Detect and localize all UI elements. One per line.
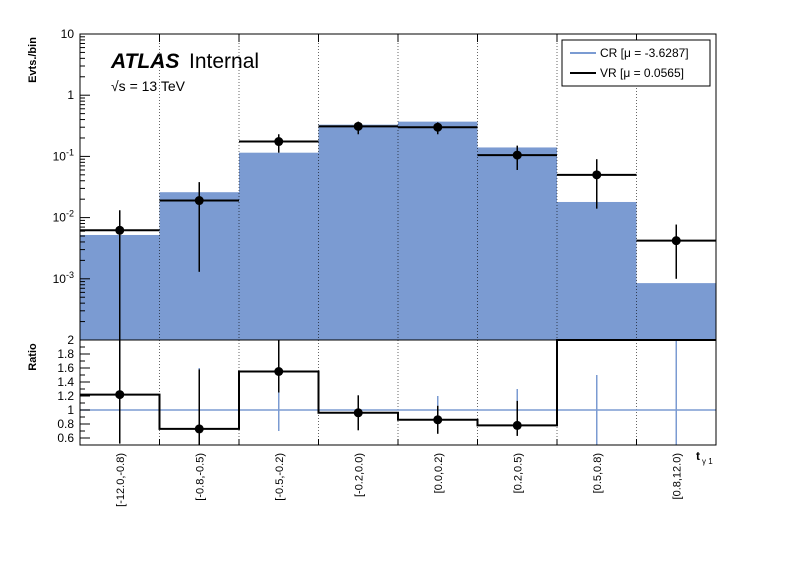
x-tick-label: [-0.5,-0.2) <box>274 453 286 501</box>
vr-point <box>194 196 204 206</box>
legend-label-cr: CR [μ = -3.6287] <box>600 46 689 60</box>
ratio-y-tick-label: 0.8 <box>57 417 74 431</box>
cr-bar <box>239 152 319 340</box>
x-tick-label: [-0.2,0.0) <box>353 453 365 497</box>
atlas-label: ATLAS Internal √s = 13 TeV <box>110 50 259 94</box>
x-axis-label: t <box>696 449 700 463</box>
ratio-point <box>194 424 204 434</box>
ratio-panel: 0.60.811.21.41.61.82 [-12.0,-0.8) [-0.8,-0… <box>57 333 717 507</box>
y-tick-label: 10 <box>61 27 75 41</box>
ratio-point <box>115 390 125 400</box>
vr-point <box>512 150 522 160</box>
vr-point <box>274 137 284 147</box>
atlas-status: Internal <box>189 50 259 73</box>
ratio-axis-label: Ratio <box>27 343 39 371</box>
cr-bar <box>318 124 398 340</box>
vr-point <box>115 225 125 235</box>
ratio-step-line <box>80 339 716 430</box>
cr-bar <box>557 201 637 340</box>
energy-label: √s = 13 TeV <box>111 78 186 94</box>
y-tick-label: 10-2 <box>53 209 74 225</box>
ratio-y-tick-label: 1.4 <box>57 375 74 389</box>
x-axis-label-subscript: γ 1 <box>702 457 713 466</box>
ratio-y-tick-label: 1.2 <box>57 389 74 403</box>
vr-point <box>433 122 443 132</box>
vr-point <box>671 236 681 246</box>
cr-bar <box>477 147 557 340</box>
y-tick-label: 1 <box>67 88 74 102</box>
ratio-y-tick-label: 2 <box>67 333 74 347</box>
x-tick-label: [-0.8,-0.5) <box>194 453 206 501</box>
main-panel: 10 1 10-1 10-2 10-3 <box>53 27 717 341</box>
x-tick-label: [-12.0,-0.8) <box>115 453 127 507</box>
vr-point <box>353 121 363 131</box>
ratio-point <box>353 408 363 418</box>
ratio-point <box>512 420 522 430</box>
legend-box <box>561 39 711 87</box>
legend: CR [μ = -3.6287] VR [μ = 0.0565] <box>561 39 711 87</box>
y-axis-label: Evts./bin <box>27 37 39 83</box>
y-tick-label: 10-1 <box>53 147 74 163</box>
x-tick-label: [0.0,0.2) <box>433 453 445 493</box>
cr-bar <box>636 283 716 340</box>
cr-bar <box>398 121 478 340</box>
x-tick-label: [0.8,12.0) <box>671 453 683 499</box>
x-tick-label: [0.2,0.5) <box>512 453 524 493</box>
x-tick-label: [0.5,0.8) <box>592 453 604 493</box>
atlas-brand: ATLAS <box>110 50 179 73</box>
ratio-y-tick-label: 1.6 <box>57 361 74 375</box>
ratio-y-tick-label: 1.8 <box>57 347 74 361</box>
x-axis-title: t γ 1 <box>696 449 713 466</box>
ratio-point <box>433 415 443 425</box>
vr-point <box>592 170 602 180</box>
legend-label-vr: VR [μ = 0.0565] <box>600 66 684 80</box>
ratio-y-tick-label: 1 <box>67 403 74 417</box>
ratio-y-tick-label: 0.6 <box>57 431 74 445</box>
y-tick-label: 10-3 <box>53 270 74 286</box>
ratio-point <box>274 367 284 376</box>
